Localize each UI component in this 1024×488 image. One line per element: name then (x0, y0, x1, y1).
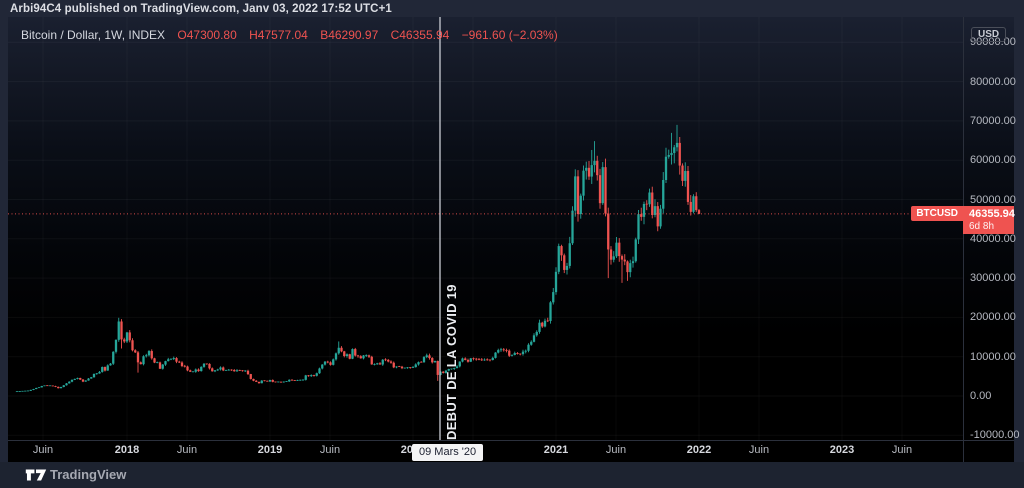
ohlc-open: O47300.80 (177, 28, 237, 42)
price-axis-label: 20000.00 (970, 311, 1016, 324)
time-axis-label: 2022 (686, 444, 712, 456)
time-axis-separator (8, 440, 1014, 441)
time-axis[interactable]: Juin2018Juin2019Juin2020Juin2021Juin2022… (8, 441, 1014, 462)
price-axis-label: 50000.00 (970, 193, 1016, 206)
price-axis-separator (963, 17, 964, 462)
candlestick-canvas[interactable] (8, 17, 963, 440)
last-price-badge: 46355.94 6d 8h (963, 206, 1015, 234)
symbol-title: Bitcoin / Dollar, 1W, INDEX (21, 28, 166, 42)
time-axis-label: Juin (32, 444, 54, 456)
symbol-legend[interactable]: Bitcoin / Dollar, 1W, INDEX O47300.80 H4… (21, 28, 558, 42)
time-axis-label: Juin (176, 444, 198, 456)
price-axis-label: -10000.00 (970, 429, 1020, 442)
time-axis-label: Juin (319, 444, 341, 456)
price-axis-label: 60000.00 (970, 154, 1016, 167)
price-line-symbol-tag: BTCUSD (911, 206, 963, 221)
covid-annotation-date-label[interactable]: 09 Mars '20 (412, 444, 484, 461)
last-price-value: 46355.94 (969, 208, 1015, 220)
ohlc-low: B46290.97 (320, 28, 379, 42)
currency-badge[interactable]: USD (971, 27, 1007, 42)
price-axis[interactable]: 90000.00 80000.00 70000.00 60000.00 50000.00… (963, 17, 1020, 441)
chart-panel (8, 17, 1014, 462)
price-axis-label: 80000.00 (970, 75, 1016, 88)
publish-header: Arbi94C4 published on TradingView.com, J… (10, 3, 392, 15)
time-axis-label: Juin (748, 444, 770, 456)
price-change: −961.60 (−2.03%) (461, 28, 558, 42)
price-axis-label: 40000.00 (970, 232, 1016, 245)
price-axis-label: 10000.00 (970, 350, 1016, 363)
price-axis-label: 70000.00 (970, 114, 1016, 127)
ohlc-close: C46355.94 (390, 28, 450, 42)
footer-bar: TradingView (0, 462, 1024, 488)
bar-countdown: 6d 8h (969, 221, 995, 232)
covid-annotation-text[interactable]: DEBUT DE LA COVID 19 (444, 284, 459, 440)
tradingview-logo-icon[interactable] (25, 468, 47, 482)
time-axis-label: 2019 (257, 444, 283, 456)
tradingview-brand-text[interactable]: TradingView (50, 467, 127, 482)
ohlc-high: H47577.04 (249, 28, 308, 42)
time-axis-label: Juin (891, 444, 913, 456)
time-axis-label: 2021 (543, 444, 569, 456)
time-axis-label: 2018 (114, 444, 140, 456)
price-axis-label: 0.00 (970, 390, 992, 402)
price-axis-label: 30000.00 (970, 272, 1016, 285)
time-axis-label: Juin (605, 444, 627, 456)
time-axis-label: 2023 (829, 444, 855, 456)
